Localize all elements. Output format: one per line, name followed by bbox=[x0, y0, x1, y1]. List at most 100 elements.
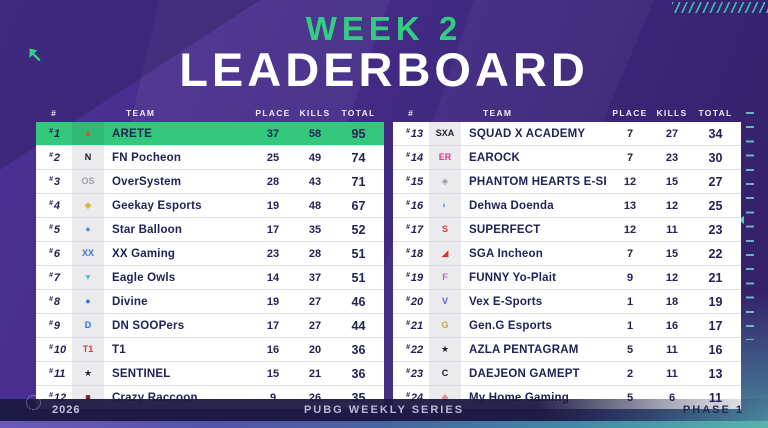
column-header-rank: # bbox=[50, 108, 58, 118]
place-value: 7 bbox=[626, 127, 634, 140]
total-value: 22 bbox=[708, 246, 723, 261]
eagle-owls-logo: ▼ bbox=[72, 266, 104, 289]
table-row: #7 ▼ Eagle Owls 14 37 51 bbox=[36, 265, 384, 289]
fn-pocheon-logo: N bbox=[72, 146, 104, 169]
team-name: FUNNY Yo-Plait bbox=[469, 271, 557, 284]
dotted-circle-icon bbox=[26, 395, 41, 410]
total-value: 51 bbox=[351, 270, 366, 285]
kills-value: 28 bbox=[308, 247, 322, 260]
table-row: #1 ▲ ARETE 37 58 95 bbox=[36, 122, 384, 145]
arrow-up-left-icon bbox=[27, 46, 47, 66]
kills-value: 27 bbox=[308, 319, 322, 332]
team-name: DAEJEON GAMEPT bbox=[469, 367, 580, 380]
ruler-ticks-decoration bbox=[746, 112, 754, 340]
team-name: FN Pocheon bbox=[112, 151, 182, 164]
team-name: Gen.G Esports bbox=[469, 319, 553, 332]
kills-value: 11 bbox=[666, 367, 678, 380]
place-value: 7 bbox=[626, 247, 634, 260]
kills-value: 27 bbox=[665, 127, 679, 140]
rank-cell: #4 bbox=[49, 199, 61, 212]
rank-cell: #11 bbox=[49, 367, 66, 380]
kills-value: 20 bbox=[308, 343, 322, 356]
funny-yo-plait-logo: F bbox=[429, 266, 461, 289]
place-value: 16 bbox=[266, 343, 280, 356]
table-row: #4 ◆ Geekay Esports 19 48 67 bbox=[36, 193, 384, 217]
kills-value: 12 bbox=[665, 199, 679, 212]
table-row: #14 ER EAROCK 7 23 30 bbox=[393, 145, 741, 169]
table-row: #23 C DAEJEON GAMEPT 2 11 13 bbox=[393, 361, 741, 385]
place-value: 1 bbox=[626, 319, 634, 332]
total-value: 13 bbox=[708, 366, 723, 381]
page-title: LEADERBOARD bbox=[179, 43, 589, 96]
divine-logo: ● bbox=[72, 290, 104, 313]
place-value: 17 bbox=[266, 319, 280, 332]
place-value: 5 bbox=[626, 343, 634, 356]
total-value: 51 bbox=[351, 246, 366, 261]
table-row: #19 F FUNNY Yo-Plait 9 12 21 bbox=[393, 265, 741, 289]
kills-value: 11 bbox=[666, 223, 678, 236]
column-header-team: TEAM bbox=[483, 108, 513, 118]
ruler-pointer-icon bbox=[738, 216, 744, 224]
sentinel-logo: ★ bbox=[72, 362, 104, 385]
table-row: #18 ◢ SGA Incheon 7 15 22 bbox=[393, 241, 741, 265]
rank-cell: #19 bbox=[406, 271, 424, 284]
table-row: #13 SXA SQUAD X ACADEMY 7 27 34 bbox=[393, 122, 741, 145]
place-value: 2 bbox=[626, 367, 634, 380]
table-row: #15 ◈ PHANTOM HEARTS E-SPORTS 12 15 27 bbox=[393, 169, 741, 193]
total-value: 27 bbox=[708, 174, 723, 189]
place-value: 19 bbox=[266, 295, 280, 308]
column-header-team: TEAM bbox=[126, 108, 156, 118]
kills-value: 43 bbox=[308, 175, 322, 188]
team-name: T1 bbox=[112, 343, 126, 356]
azla-pentagram-logo: ★ bbox=[429, 338, 461, 361]
rank-cell: #22 bbox=[406, 343, 424, 356]
team-name: DN SOOPers bbox=[112, 319, 185, 332]
team-name: PHANTOM HEARTS E-SPORTS bbox=[469, 175, 606, 188]
footer-phase: PHASE 1 bbox=[682, 404, 744, 416]
xx-gaming-logo: XX bbox=[72, 242, 104, 265]
team-name: EAROCK bbox=[469, 151, 521, 164]
arete-logo: ▲ bbox=[72, 122, 104, 145]
kills-value: 48 bbox=[308, 199, 322, 212]
rank-cell: #7 bbox=[49, 271, 61, 284]
squad-x-academy-logo: SXA bbox=[429, 122, 461, 145]
hatch-pattern-decoration bbox=[672, 2, 768, 13]
team-name: Dehwa Doenda bbox=[469, 199, 554, 212]
total-value: 71 bbox=[351, 174, 366, 189]
total-value: 46 bbox=[351, 294, 366, 309]
table-row: #20 V Vex E-Sports 1 18 19 bbox=[393, 289, 741, 313]
kills-value: 15 bbox=[665, 175, 679, 188]
team-name: SQUAD X ACADEMY bbox=[469, 127, 586, 140]
place-value: 25 bbox=[266, 151, 280, 164]
place-value: 15 bbox=[266, 367, 280, 380]
vex-e-sports-logo: V bbox=[429, 290, 461, 313]
table-row: #8 ● Divine 19 27 46 bbox=[36, 289, 384, 313]
rank-cell: #2 bbox=[49, 151, 61, 164]
leaderboard-table-left: #1 ▲ ARETE 37 58 95 #2 N FN Pocheon 25 4… bbox=[36, 122, 384, 409]
kills-value: 11 bbox=[666, 343, 678, 356]
place-value: 14 bbox=[266, 271, 280, 284]
place-value: 28 bbox=[266, 175, 280, 188]
dn-soopers-logo: D bbox=[72, 314, 104, 337]
column-header-place: PLACE bbox=[612, 108, 648, 118]
team-name: Vex E-Sports bbox=[469, 295, 543, 308]
superfect-logo: S bbox=[429, 218, 461, 241]
place-value: 9 bbox=[626, 271, 634, 284]
table-row: #6 XX XX Gaming 23 28 51 bbox=[36, 241, 384, 265]
total-value: 25 bbox=[708, 198, 723, 213]
total-value: 67 bbox=[351, 198, 366, 213]
team-name: ARETE bbox=[112, 127, 152, 140]
total-value: 44 bbox=[351, 318, 366, 333]
total-value: 23 bbox=[708, 222, 723, 237]
total-value: 19 bbox=[708, 294, 723, 309]
column-header-total: TOTAL bbox=[698, 108, 733, 118]
leaderboard-table-right: #13 SXA SQUAD X ACADEMY 7 27 34 #14 ER E… bbox=[393, 122, 741, 409]
table-row: #3 OS OverSystem 28 43 71 bbox=[36, 169, 384, 193]
rank-cell: #21 bbox=[406, 319, 424, 332]
footer-series-title: PUBG WEEKLY SERIES bbox=[303, 404, 465, 416]
kills-value: 23 bbox=[665, 151, 679, 164]
kills-value: 58 bbox=[308, 127, 322, 140]
place-value: 7 bbox=[626, 151, 634, 164]
column-header-rank: # bbox=[407, 108, 415, 118]
total-value: 52 bbox=[351, 222, 366, 237]
